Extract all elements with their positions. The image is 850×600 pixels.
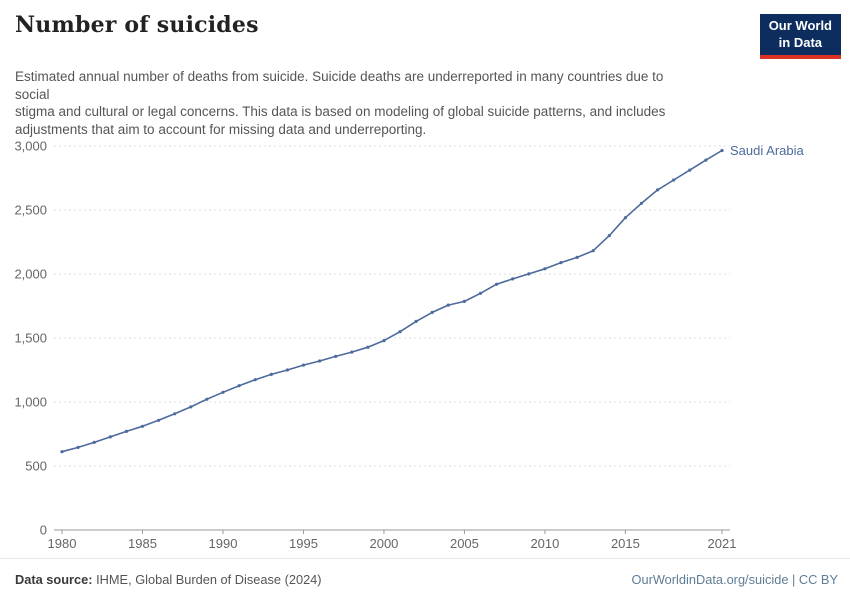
data-point (366, 345, 370, 349)
x-tick-label: 1995 (289, 536, 318, 551)
chart-footer: Data source: IHME, Global Burden of Dise… (0, 558, 850, 600)
series-label: Saudi Arabia (730, 143, 804, 158)
data-point (398, 330, 402, 334)
subtitle-line: Estimated annual number of deaths from s… (15, 68, 664, 84)
data-point (607, 234, 611, 238)
credit-link[interactable]: OurWorldinData.org/suicide | CC BY (631, 572, 839, 587)
subtitle-line: social (15, 86, 50, 102)
data-point (237, 384, 241, 388)
chart-header: Number of suicides Our World in Data Est… (15, 12, 841, 139)
data-point (527, 272, 531, 276)
data-point (462, 299, 466, 303)
data-line (61, 149, 723, 453)
data-point (350, 350, 354, 354)
y-tick-label: 3,000 (14, 139, 47, 154)
data-point (318, 359, 322, 363)
y-tick-label: 2,000 (14, 267, 47, 282)
x-tick-label: 2021 (708, 536, 737, 551)
data-point (60, 450, 64, 454)
data-source: Data source: IHME, Global Burden of Dise… (15, 572, 322, 587)
data-point (446, 303, 450, 307)
data-point (430, 310, 434, 314)
data-point (92, 440, 96, 444)
data-source-text: IHME, Global Burden of Disease (2024) (92, 572, 322, 587)
data-point (688, 168, 692, 172)
data-point (559, 261, 563, 265)
y-tick-label: 1,500 (14, 331, 47, 346)
data-point (720, 148, 724, 153)
data-point (478, 291, 483, 295)
data-point (543, 267, 547, 271)
subtitle-line: stigma and cultural or legal concerns. T… (15, 104, 666, 120)
page-title: Number of suicides (15, 12, 259, 38)
data-point (285, 368, 289, 372)
data-point (672, 178, 676, 182)
x-tick-label: 2015 (611, 536, 640, 551)
data-point (301, 363, 306, 367)
x-tick-label: 2010 (530, 536, 559, 551)
y-tick-label: 0 (40, 523, 47, 538)
data-point (124, 429, 128, 433)
data-point (704, 158, 708, 162)
data-point (382, 339, 386, 343)
data-source-label: Data source: (15, 572, 93, 587)
data-point (511, 277, 515, 281)
data-point (591, 249, 595, 253)
owid-logo[interactable]: Our World in Data (759, 14, 841, 59)
data-point (575, 255, 579, 259)
y-tick-label: 1,000 (14, 395, 47, 410)
data-point (253, 378, 257, 382)
y-tick-label: 2,500 (14, 203, 47, 218)
data-point (108, 435, 112, 439)
subtitle-line: adjustments that aim to account for miss… (15, 122, 427, 138)
chart-subtitle: Estimated annual number of deaths from s… (15, 68, 841, 139)
data-point (173, 412, 177, 416)
data-point (334, 354, 338, 358)
x-tick-label: 2005 (450, 536, 479, 551)
owid-logo-line2: in Data (778, 34, 823, 50)
x-tick-label: 2000 (369, 536, 398, 551)
data-point (623, 216, 628, 220)
y-tick-label: 500 (25, 459, 47, 474)
data-point (656, 188, 660, 192)
data-point (495, 282, 499, 286)
data-point (189, 405, 193, 409)
x-tick-label: 1980 (48, 536, 77, 551)
data-point (205, 397, 209, 401)
data-point (140, 424, 145, 428)
x-tick-label: 1985 (128, 536, 157, 551)
data-point (157, 418, 161, 422)
owid-logo-line1: Our World (768, 18, 832, 33)
data-point (269, 372, 273, 376)
data-point (414, 319, 418, 323)
data-point (76, 445, 80, 449)
data-point (639, 201, 644, 205)
x-tick-label: 1990 (209, 536, 238, 551)
data-point (221, 390, 225, 394)
